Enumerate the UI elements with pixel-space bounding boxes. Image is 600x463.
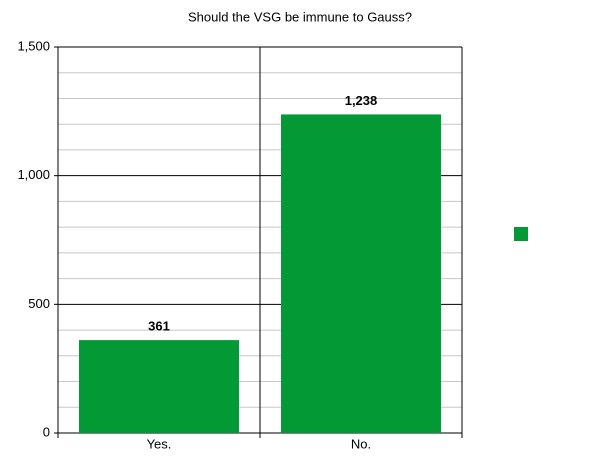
- x-tick-label: No.: [351, 436, 371, 451]
- y-tick-label: 1,500: [17, 38, 50, 53]
- legend-swatch: [514, 227, 528, 241]
- value-label: 1,238: [345, 93, 378, 108]
- x-tick-label: Yes.: [147, 436, 172, 451]
- bar: [79, 340, 239, 433]
- bar: [281, 114, 441, 434]
- y-tick-label: 1,000: [17, 167, 50, 182]
- chart-title: Should the VSG be immune to Gauss?: [188, 9, 412, 24]
- y-tick-label: 0: [43, 424, 50, 439]
- y-tick-label: 500: [28, 296, 50, 311]
- value-label: 361: [148, 319, 170, 334]
